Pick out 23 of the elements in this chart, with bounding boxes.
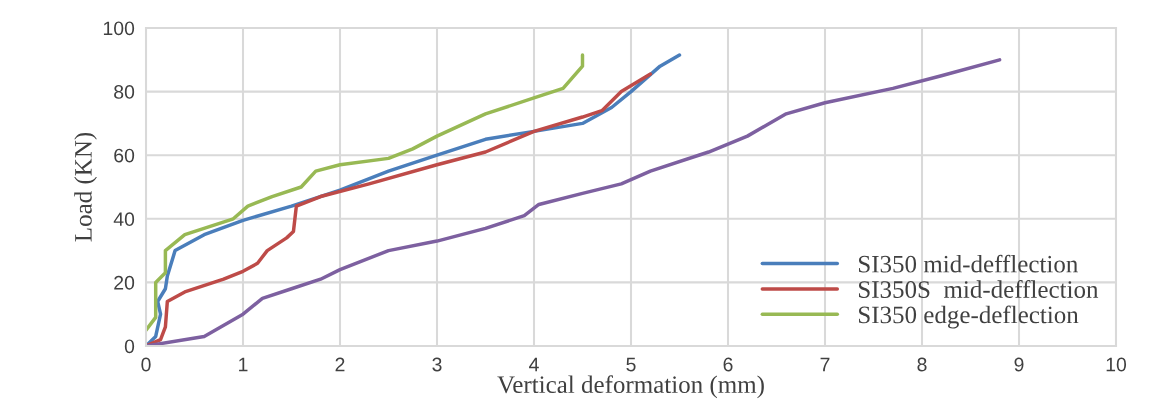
x-tick-label: 8 bbox=[917, 357, 927, 372]
x-tick-label: 1 bbox=[239, 357, 248, 372]
y-tick-label: 0 bbox=[124, 339, 135, 354]
line-series bbox=[146, 53, 585, 332]
y-tick-label: 40 bbox=[113, 212, 135, 227]
y-tick-label: 80 bbox=[114, 85, 135, 99]
y-axis-title: Load (KN) bbox=[74, 132, 97, 242]
x-tick-label: 9 bbox=[1014, 357, 1024, 372]
x-tick-label: 3 bbox=[432, 357, 442, 372]
x-tick-label: 6 bbox=[723, 357, 733, 372]
y-tick-label: 60 bbox=[114, 148, 135, 163]
y-tick-label: 100 bbox=[103, 21, 135, 36]
x-tick-label: 7 bbox=[820, 357, 830, 372]
y-tick-label: 20 bbox=[114, 275, 135, 290]
legend-label: SI350S mid-defflection bbox=[858, 280, 1099, 298]
x-tick-label: 4 bbox=[529, 357, 539, 372]
x-tick-label: 10 bbox=[1106, 357, 1127, 372]
legend-label: SI350 edge-deflection bbox=[858, 305, 1079, 329]
legend-label: SI350 mid-defflection bbox=[858, 254, 1078, 273]
x-tick-label: 0 bbox=[141, 357, 151, 372]
x-tick-label: 5 bbox=[626, 357, 636, 372]
x-axis-title: Vertical deformation (mm) bbox=[497, 375, 764, 399]
x-tick-label: 2 bbox=[335, 357, 345, 372]
